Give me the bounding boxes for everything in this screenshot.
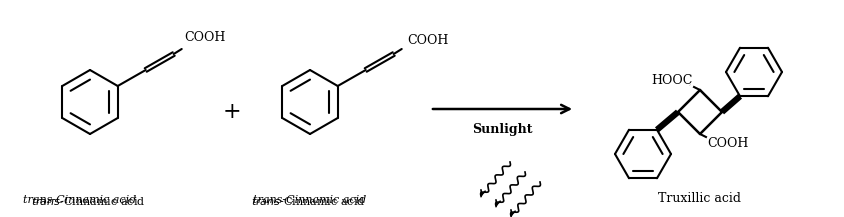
Text: Sunlight: Sunlight — [473, 123, 533, 136]
Text: COOH: COOH — [408, 34, 449, 47]
Text: trans-Cinnamic acid: trans-Cinnamic acid — [253, 195, 366, 205]
Text: COOH: COOH — [707, 137, 749, 150]
Text: trans-Cinnamic acid: trans-Cinnamic acid — [24, 195, 137, 205]
Text: COOH: COOH — [185, 31, 226, 44]
Text: Truxillic acid: Truxillic acid — [658, 192, 742, 205]
Text: +: + — [223, 101, 241, 123]
Text: $\it{trans}$-Cinnamic acid: $\it{trans}$-Cinnamic acid — [251, 195, 365, 207]
Text: HOOC: HOOC — [652, 74, 693, 87]
Text: $\it{trans}$-Cinnamic acid: $\it{trans}$-Cinnamic acid — [30, 195, 145, 207]
